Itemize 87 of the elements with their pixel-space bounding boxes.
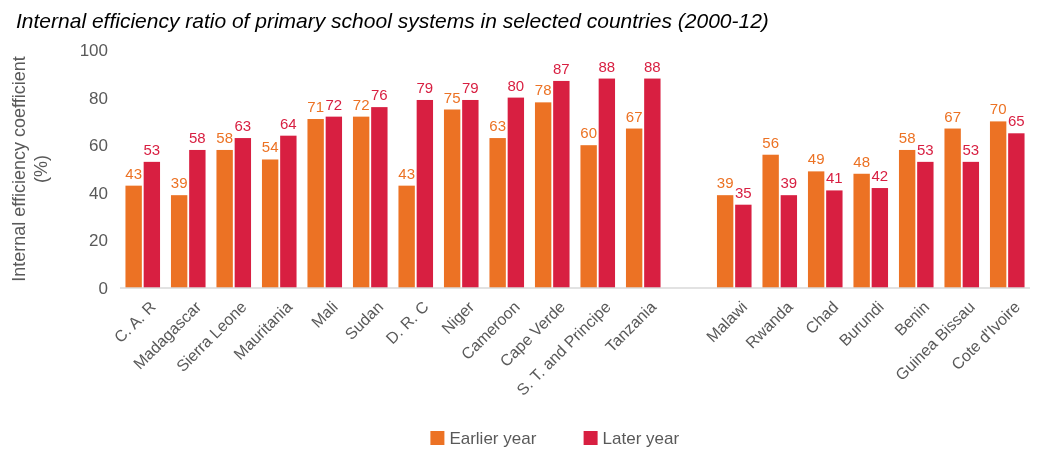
bar [398, 185, 415, 288]
bar [917, 161, 934, 288]
bar [170, 195, 188, 288]
bar [871, 188, 889, 288]
data-label: 65 [1008, 112, 1025, 130]
data-label: 48 [853, 152, 870, 170]
y-tick-label: 60 [89, 136, 108, 156]
bar [735, 204, 752, 288]
data-label: 53 [143, 140, 161, 158]
bar [352, 116, 370, 288]
bar [853, 173, 870, 288]
bar [580, 145, 597, 288]
data-label: 72 [352, 95, 370, 113]
x-tick-label: D. R. C [382, 298, 432, 348]
y-tick-label: 80 [89, 88, 108, 108]
bar [598, 78, 616, 288]
bar [962, 161, 980, 288]
data-label: 88 [598, 57, 616, 75]
data-label: 43 [398, 164, 415, 182]
data-label: 75 [443, 88, 461, 106]
data-label: 39 [716, 174, 734, 192]
bar [807, 171, 825, 288]
data-label: 67 [625, 107, 643, 125]
bar [507, 97, 525, 288]
data-label: 72 [325, 95, 343, 113]
y-tick-label: 20 [89, 231, 108, 251]
data-label: 71 [307, 98, 324, 116]
bar [143, 161, 161, 288]
bar [989, 121, 1007, 288]
bar [553, 80, 570, 288]
bar [325, 116, 343, 288]
data-label: 88 [644, 57, 661, 75]
data-label: 43 [125, 164, 142, 182]
chart-title: Internal efficiency ratio of primary school systems in selected countries (2000-12) [16, 9, 769, 32]
data-label: 78 [534, 81, 552, 99]
data-label: 39 [780, 174, 798, 192]
data-label: 80 [507, 76, 525, 94]
data-label: 70 [989, 100, 1007, 118]
data-label: 41 [826, 169, 843, 187]
y-axis-title: Internal efficiency coefficient (%) [9, 56, 51, 282]
data-label: 58 [216, 128, 233, 146]
bar [716, 195, 734, 288]
data-label: 60 [580, 124, 597, 142]
data-label: 58 [898, 128, 916, 146]
data-label: 87 [553, 59, 570, 77]
bar [534, 102, 552, 288]
data-label: 54 [261, 138, 279, 156]
data-label: 39 [170, 174, 188, 192]
legend-label: Later year [602, 428, 680, 448]
data-label: 79 [462, 78, 479, 96]
data-label: 42 [871, 167, 889, 185]
data-label: 63 [234, 117, 252, 135]
bar [443, 109, 461, 288]
data-label: 58 [189, 128, 206, 146]
bar [898, 149, 916, 288]
y-tick-label: 100 [79, 40, 108, 60]
y-tick-label: 40 [89, 183, 108, 203]
data-label: 64 [280, 114, 297, 132]
data-label: 56 [762, 133, 779, 151]
data-label: 67 [944, 107, 961, 125]
bar [826, 190, 843, 288]
bar [261, 159, 279, 288]
bar [416, 99, 434, 288]
data-label: 63 [489, 117, 506, 135]
bar [644, 78, 661, 288]
data-label: 35 [735, 183, 752, 201]
bar [780, 195, 798, 288]
bar [762, 154, 779, 288]
bar [625, 128, 643, 288]
bar [234, 138, 252, 288]
bar [280, 135, 297, 288]
bar [125, 185, 142, 288]
bar [1008, 133, 1025, 288]
data-label: 79 [416, 78, 434, 96]
bar [462, 99, 479, 288]
legend-label: Earlier year [449, 428, 537, 448]
data-label: 53 [917, 140, 934, 158]
bar [307, 119, 324, 288]
bar [944, 128, 961, 288]
bar [189, 149, 206, 288]
data-label: 53 [962, 140, 980, 158]
bar [489, 138, 506, 288]
data-label: 76 [371, 86, 388, 104]
data-label: 49 [807, 150, 825, 168]
y-tick-label: 0 [98, 278, 108, 298]
bar [216, 149, 233, 288]
bar [371, 107, 388, 288]
